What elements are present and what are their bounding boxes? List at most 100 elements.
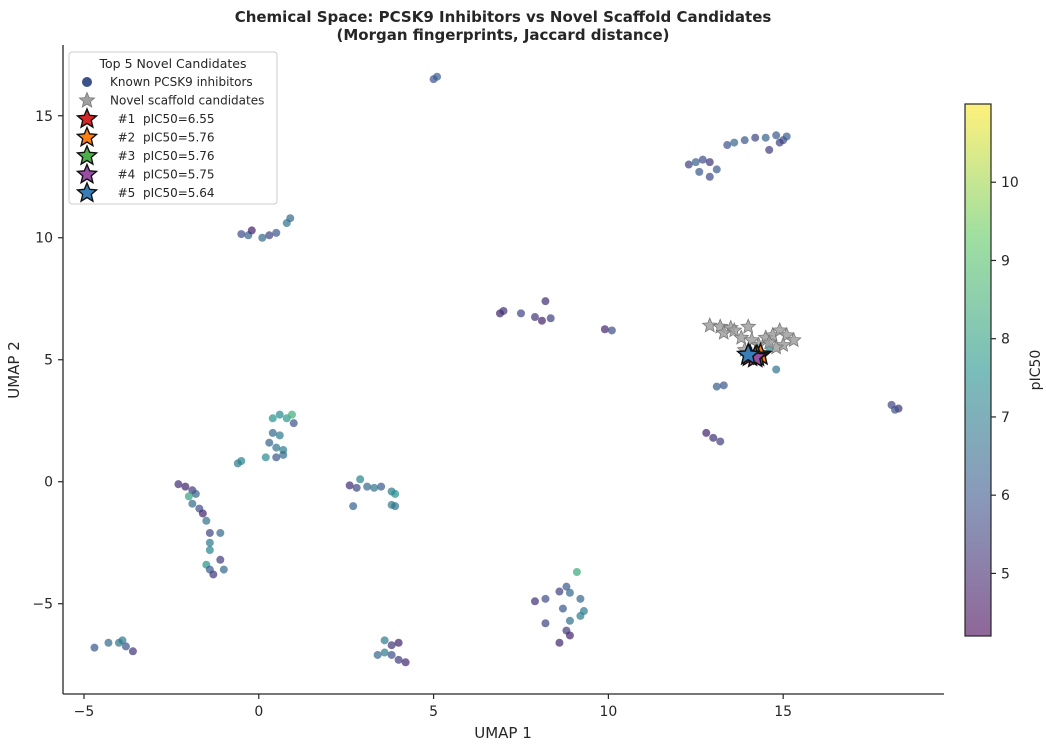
colorbar-tick-label: 6 [1001,488,1010,504]
known-inhibitor-point [387,650,396,659]
known-inhibitor-point [695,167,704,176]
legend-frame [68,51,278,205]
known-inhibitor-point [345,481,354,490]
known-inhibitor-point [352,483,361,492]
known-inhibitor-point [128,647,137,656]
known-inhibitor-point [188,499,197,508]
known-inhibitor-point [433,72,442,81]
y-tick-label: 15 [35,109,53,125]
known-inhibitor-point [702,428,711,437]
known-inhibitor-point [380,636,389,645]
legend-entry-label: #3 pIC50=5.76 [110,149,215,163]
known-inhibitor-point [275,410,284,419]
colorbar-label: pIC50 [1028,350,1044,391]
chart-title: Chemical Space: PCSK9 Inhibitors vs Nove… [235,8,772,26]
known-inhibitor-point [691,158,700,167]
known-inhibitor-point [104,638,113,647]
known-inhibitor-point [247,226,256,235]
novel-candidate-point [701,317,718,333]
y-tick-label: −5 [32,597,53,613]
known-inhibitor-point [118,636,127,645]
known-inhibitor-point [205,546,214,555]
legend-marker-star [75,144,99,166]
legend-marker-star [75,162,99,185]
x-axis-ticks: −5 0 5 10 15 [74,694,792,720]
x-tick-label: 0 [254,704,263,720]
known-inhibitor-point [237,230,246,239]
novel-candidate-point [740,318,757,334]
known-inhibitor-point [530,597,539,606]
known-inhibitor-point [565,588,574,597]
known-inhibitor-point [565,631,574,640]
x-tick-label: 10 [599,704,617,720]
known-inhibitor-point [761,133,770,142]
legend-title: Top 5 Novel Candidates [99,56,247,71]
known-inhibitor-point [216,555,225,564]
known-inhibitor-point [205,538,214,547]
known-inhibitor-point [684,160,693,169]
known-inhibitor-point [205,528,214,537]
known-inhibitor-point [772,365,781,374]
colorbar-gradient [964,103,992,637]
known-inhibitor-point [891,405,900,414]
known-inhibitor-point [261,453,270,462]
known-inhibitor-point [541,594,550,603]
known-inhibitor-point [541,619,550,628]
known-inhibitor-point [716,437,725,446]
novel-candidate-point [761,334,778,350]
known-inhibitor-point [363,482,372,491]
legend-marker-star [75,107,99,129]
known-inhibitor-point [370,483,379,492]
legend-entry-label: #1 pIC50=6.55 [110,112,215,126]
known-inhibitor-point [219,565,228,574]
known-inhibitor-point [265,231,274,240]
novel-candidate-point [715,324,732,340]
x-tick-label: 5 [429,704,438,720]
known-inhibitor-point [698,155,707,164]
y-tick-label: 10 [35,231,53,247]
known-inhibitor-point [782,132,791,141]
known-inhibitor-point [272,228,281,237]
legend-marker-star [75,181,99,203]
known-inhibitor-point [286,214,295,223]
legend-entry-label: #4 pIC50=5.75 [110,168,215,182]
known-inhibitor-point [275,431,284,440]
novel-candidate-point [726,321,743,338]
colorbar: 5 6 7 8 9 10 pIC50 [964,103,1044,637]
known-inhibitor-point [565,616,574,625]
legend-marker-star [75,125,99,148]
known-inhibitor-point [555,638,564,647]
known-inhibitor-point [541,297,550,306]
known-inhibitor-point [216,528,225,537]
known-inhibitor-point [394,638,403,647]
known-inhibitor-point [765,145,774,154]
known-inhibitor-point [174,480,183,489]
known-inhibitor-point [600,325,609,334]
known-inhibitor-point [373,650,382,659]
chart-subtitle: (Morgan fingerprints, Jaccard distance) [337,26,670,44]
known-inhibitor-point [705,158,714,167]
colorbar-tick-label: 5 [1001,566,1010,582]
x-tick-label: −5 [74,704,95,720]
known-inhibitor-point [712,382,721,391]
top-candidate-point-5 [735,341,761,366]
known-inhibitor-point [709,433,718,442]
known-inhibitor-point [387,641,396,650]
known-inhibitor-point [558,604,567,613]
known-inhibitor-point [576,611,585,620]
known-inhibitor-point [712,165,721,174]
x-axis-label: UMAP 1 [474,724,532,742]
known-inhibitor-point [287,410,296,419]
colorbar-tick-label: 10 [1001,175,1019,191]
known-inhibitor-point [289,419,298,428]
known-inhibitor-point [391,489,400,498]
y-tick-label: 0 [44,475,53,491]
colorbar-tick-label: 9 [1001,253,1010,269]
known-inhibitor-point [530,313,539,322]
known-inhibitor-point [272,443,281,452]
known-inhibitor-point [181,482,190,491]
known-inhibitor-point [499,306,508,315]
known-inhibitor-point [121,642,130,651]
